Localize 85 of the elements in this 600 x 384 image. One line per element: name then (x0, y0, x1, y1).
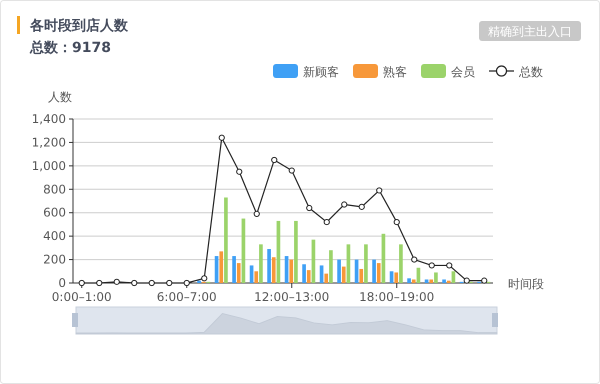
bar (354, 260, 358, 283)
y-tick-label: 800 (43, 182, 66, 196)
point (358, 204, 365, 210)
bar (276, 220, 280, 283)
y-axis-title: 人数 (48, 90, 72, 104)
point (201, 275, 208, 282)
bar (254, 271, 258, 283)
point (306, 204, 312, 212)
bar (272, 257, 276, 283)
bar (219, 251, 224, 283)
y-tick-label: 200 (43, 252, 66, 267)
bar (250, 265, 254, 283)
bar (242, 218, 246, 283)
bar (399, 244, 403, 283)
x-tick-label: 18:00–19:00 (359, 290, 434, 304)
legend-label: 新顾客 (303, 65, 339, 79)
point (288, 167, 295, 174)
x-tick-label: 0:00–1:00 (52, 290, 112, 304)
y-tick-label: 400 (43, 229, 66, 244)
point (341, 201, 348, 208)
y-tick-label: 600 (43, 206, 66, 220)
point (96, 280, 102, 286)
y-tick-label: 1,000 (32, 158, 66, 173)
bar (337, 260, 341, 283)
bar (346, 244, 350, 283)
bar (236, 263, 241, 283)
bar (429, 279, 434, 283)
x-tick-label: 12:00–13:00 (254, 290, 330, 304)
point (376, 187, 382, 194)
point (148, 280, 155, 286)
legend-label: 总数 (518, 65, 543, 79)
bar (416, 268, 420, 283)
bar (232, 256, 236, 283)
point (236, 168, 242, 175)
bar (359, 268, 364, 283)
point (166, 280, 172, 286)
bar (412, 279, 416, 283)
bar (434, 272, 438, 283)
bar (320, 265, 324, 283)
chart-title: 各时段到店人数 (29, 17, 129, 34)
legend-label: 熟客 (383, 65, 407, 79)
bar (442, 279, 446, 283)
point (324, 218, 330, 226)
x-tick-label: 6:00–7:00 (156, 290, 217, 304)
point (254, 210, 260, 217)
bar (324, 274, 328, 283)
y-tick-label: 1,400 (32, 112, 66, 126)
point (464, 278, 470, 284)
point (131, 280, 138, 286)
bar (224, 197, 228, 283)
point (114, 278, 120, 285)
bar (306, 270, 311, 283)
point (271, 156, 278, 164)
chart-subtitle: 总数：9178 (29, 40, 111, 56)
bar (302, 264, 306, 283)
point (394, 218, 400, 226)
point (184, 280, 190, 286)
point (78, 280, 85, 286)
bar (329, 250, 333, 283)
bar (372, 260, 376, 283)
bar (424, 279, 428, 283)
bar (342, 266, 346, 283)
bar (284, 256, 288, 283)
bar (214, 256, 218, 283)
x-axis-title: 时间段 (508, 277, 544, 291)
point (428, 262, 435, 269)
bar (407, 278, 411, 283)
bar (289, 260, 294, 283)
bar (312, 240, 316, 283)
point (446, 262, 452, 269)
bar (394, 272, 398, 283)
bar (259, 244, 263, 283)
point (411, 256, 418, 263)
point (481, 278, 488, 284)
bar (382, 234, 386, 283)
y-tick-label: 1,200 (32, 135, 66, 150)
bar (376, 263, 381, 283)
legend-label: 会员 (451, 65, 475, 79)
bar (390, 271, 394, 283)
bar (364, 244, 368, 283)
y-tick-label: 0 (58, 276, 66, 290)
bar (294, 220, 298, 283)
bar (452, 271, 456, 283)
bar (267, 249, 271, 283)
point (218, 134, 225, 141)
